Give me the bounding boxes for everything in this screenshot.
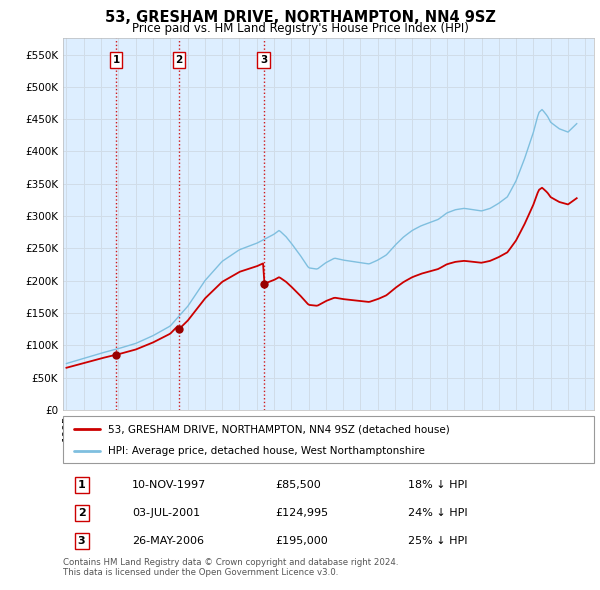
- Text: 24% ↓ HPI: 24% ↓ HPI: [408, 507, 468, 517]
- Text: Contains HM Land Registry data © Crown copyright and database right 2024.
This d: Contains HM Land Registry data © Crown c…: [63, 558, 398, 577]
- Text: £85,500: £85,500: [275, 480, 321, 490]
- Text: Price paid vs. HM Land Registry's House Price Index (HPI): Price paid vs. HM Land Registry's House …: [131, 22, 469, 35]
- Text: 3: 3: [260, 55, 267, 65]
- Text: 10-NOV-1997: 10-NOV-1997: [132, 480, 206, 490]
- Text: 18% ↓ HPI: 18% ↓ HPI: [408, 480, 467, 490]
- Text: HPI: Average price, detached house, West Northamptonshire: HPI: Average price, detached house, West…: [108, 446, 425, 456]
- FancyBboxPatch shape: [63, 416, 594, 463]
- Text: £124,995: £124,995: [275, 507, 329, 517]
- Text: 03-JUL-2001: 03-JUL-2001: [132, 507, 200, 517]
- Text: £195,000: £195,000: [275, 536, 328, 546]
- Text: 1: 1: [78, 480, 85, 490]
- Text: 53, GRESHAM DRIVE, NORTHAMPTON, NN4 9SZ (detached house): 53, GRESHAM DRIVE, NORTHAMPTON, NN4 9SZ …: [108, 424, 450, 434]
- Text: 26-MAY-2006: 26-MAY-2006: [132, 536, 204, 546]
- Text: 2: 2: [175, 55, 182, 65]
- Text: 1: 1: [112, 55, 120, 65]
- Text: 53, GRESHAM DRIVE, NORTHAMPTON, NN4 9SZ: 53, GRESHAM DRIVE, NORTHAMPTON, NN4 9SZ: [104, 10, 496, 25]
- Text: 25% ↓ HPI: 25% ↓ HPI: [408, 536, 467, 546]
- Text: 2: 2: [78, 507, 85, 517]
- Text: 3: 3: [78, 536, 85, 546]
